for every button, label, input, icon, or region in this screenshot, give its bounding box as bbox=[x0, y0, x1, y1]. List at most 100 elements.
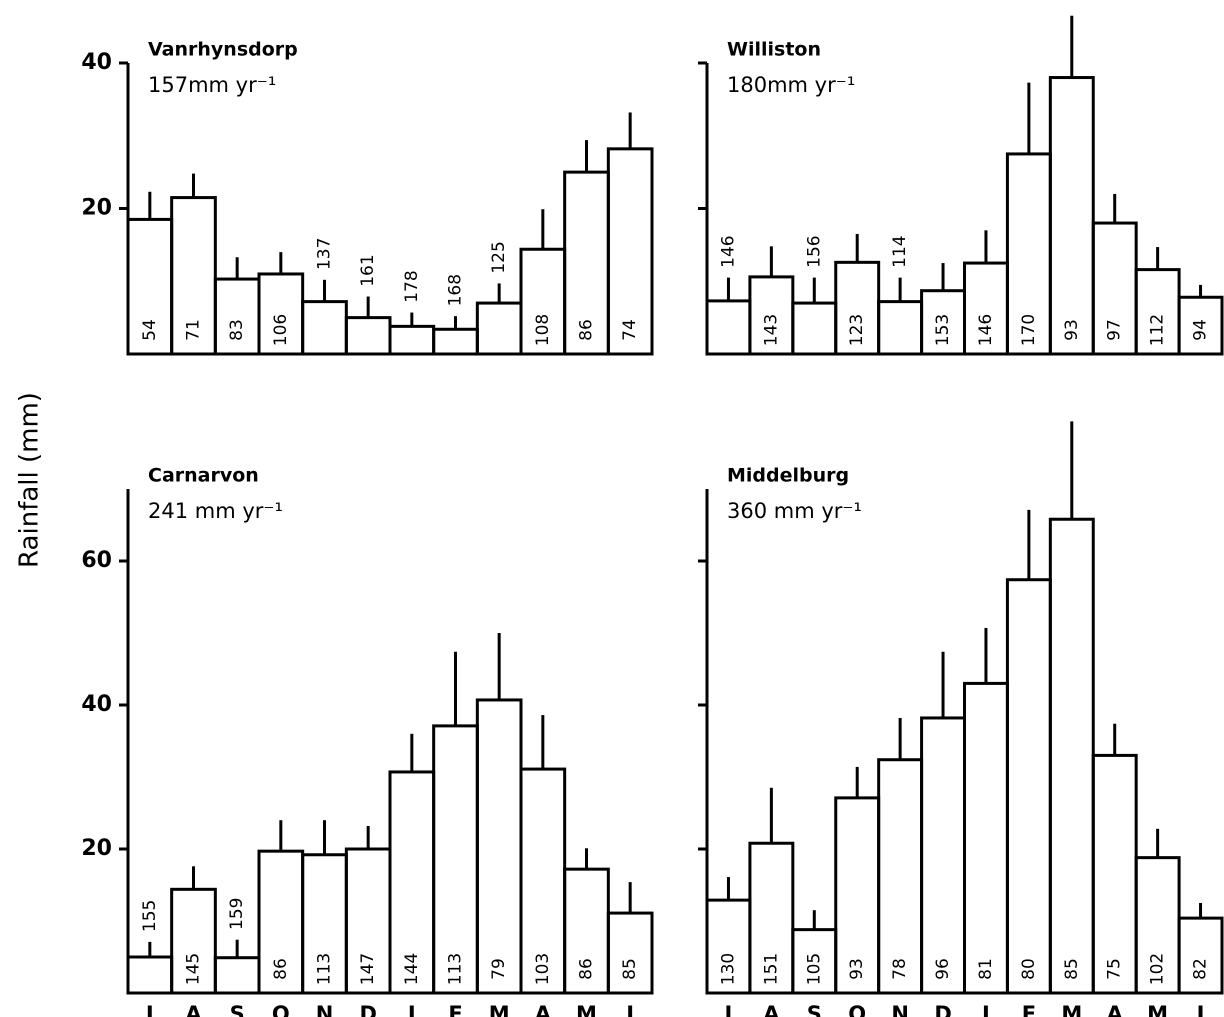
x-tick-label: J bbox=[406, 1002, 416, 1017]
bar-label: 82 bbox=[1191, 958, 1211, 980]
bar-label: 106 bbox=[271, 314, 291, 346]
bar bbox=[791, 301, 838, 356]
x-tick-label: F bbox=[448, 1002, 462, 1017]
bar-label: 146 bbox=[718, 235, 738, 267]
bar-label: 96 bbox=[933, 958, 953, 980]
panel-title: Middelburg bbox=[727, 465, 849, 487]
bar-label: 113 bbox=[315, 953, 335, 985]
bar bbox=[705, 299, 752, 356]
panel-title: Williston bbox=[727, 39, 821, 61]
bar-label: 137 bbox=[315, 238, 335, 270]
bar-label: 130 bbox=[718, 953, 738, 985]
bar-label: 146 bbox=[976, 314, 996, 346]
bar-label: 113 bbox=[446, 953, 466, 985]
y-tick-label: 40 bbox=[81, 692, 112, 717]
x-tick-label: F bbox=[1022, 1002, 1036, 1017]
x-tick-label: J bbox=[144, 1002, 154, 1017]
x-tick-label: N bbox=[891, 1002, 909, 1017]
bar-label: 102 bbox=[1148, 953, 1168, 985]
bar-label: 112 bbox=[1148, 314, 1168, 346]
panel-title: Carnarvon bbox=[148, 465, 259, 487]
bar-label: 159 bbox=[227, 897, 247, 929]
bar-label: 114 bbox=[890, 235, 910, 267]
bar bbox=[877, 300, 924, 356]
bar-label: 153 bbox=[933, 314, 953, 346]
bar-label: 94 bbox=[1191, 319, 1211, 341]
bar bbox=[301, 300, 348, 356]
bar bbox=[475, 698, 523, 995]
bar-label: 75 bbox=[1105, 958, 1125, 980]
x-tick-label: D bbox=[934, 1002, 951, 1017]
x-tick-label: A bbox=[763, 1002, 780, 1017]
panel-subtitle: 157mm yr⁻¹ bbox=[148, 73, 276, 97]
bar-label: 168 bbox=[446, 274, 466, 306]
bar-label: 78 bbox=[890, 958, 910, 980]
bar-label: 83 bbox=[227, 319, 247, 341]
panel-title: Vanrhynsdorp bbox=[148, 39, 298, 61]
y-tick-label: 20 bbox=[81, 196, 112, 221]
y-tick-label: 60 bbox=[81, 548, 112, 573]
bar bbox=[388, 324, 436, 356]
bar-label: 170 bbox=[1019, 314, 1039, 346]
x-tick-label: N bbox=[316, 1002, 334, 1017]
x-tick-label: M bbox=[489, 1002, 510, 1017]
x-tick-label: O bbox=[848, 1002, 866, 1017]
x-tick-label: M bbox=[1061, 1002, 1082, 1017]
bar bbox=[963, 681, 1009, 995]
bar-label: 86 bbox=[577, 958, 597, 980]
x-tick-label: S bbox=[807, 1002, 822, 1017]
bar bbox=[877, 758, 924, 995]
bar-label: 93 bbox=[847, 958, 867, 980]
panel-subtitle: 180mm yr⁻¹ bbox=[727, 73, 855, 97]
x-tick-label: A bbox=[185, 1002, 202, 1017]
bar-label: 86 bbox=[271, 958, 291, 980]
bar bbox=[920, 716, 966, 995]
panel-subtitle: 360 mm yr⁻¹ bbox=[727, 499, 862, 523]
x-tick-label: O bbox=[272, 1002, 290, 1017]
y-tick-label: 40 bbox=[81, 50, 112, 75]
bar-label: 85 bbox=[620, 958, 640, 980]
bar bbox=[1005, 578, 1052, 995]
bar-label: 81 bbox=[976, 958, 996, 980]
bar-label: 151 bbox=[761, 953, 781, 985]
bar-label: 108 bbox=[533, 314, 553, 346]
bar bbox=[432, 327, 479, 356]
bar bbox=[344, 316, 392, 356]
bar-label: 144 bbox=[402, 953, 422, 985]
bar bbox=[126, 955, 174, 995]
bar-label: 71 bbox=[184, 319, 204, 341]
x-tick-label: J bbox=[980, 1002, 990, 1017]
bar bbox=[1177, 916, 1224, 995]
bar bbox=[1048, 517, 1095, 995]
bar bbox=[213, 277, 261, 356]
x-tick-label: J bbox=[624, 1002, 634, 1017]
bar-label: 80 bbox=[1019, 958, 1039, 980]
bar-label: 93 bbox=[1062, 319, 1082, 341]
x-tick-label: M bbox=[1147, 1002, 1168, 1017]
bar-label: 155 bbox=[140, 900, 160, 932]
bar bbox=[475, 301, 523, 356]
bar-label: 54 bbox=[140, 319, 160, 341]
x-tick-label: A bbox=[535, 1002, 552, 1017]
bar-label: 178 bbox=[402, 270, 422, 302]
bar-label: 85 bbox=[1062, 958, 1082, 980]
bar-label: 86 bbox=[577, 319, 597, 341]
bar-label: 105 bbox=[804, 953, 824, 985]
bar bbox=[606, 911, 654, 995]
x-tick-label: A bbox=[1107, 1002, 1124, 1017]
bar-label: 97 bbox=[1105, 319, 1125, 341]
bar-label: 143 bbox=[761, 314, 781, 346]
bar-label: 125 bbox=[489, 241, 509, 273]
bar bbox=[1048, 76, 1095, 356]
x-tick-label: S bbox=[230, 1002, 245, 1017]
bar-label: 156 bbox=[804, 235, 824, 267]
x-tick-label: M bbox=[576, 1002, 597, 1017]
y-axis-label: Rainfall (mm) bbox=[15, 392, 45, 568]
y-tick-label: 20 bbox=[81, 836, 112, 861]
panel-subtitle: 241 mm yr⁻¹ bbox=[148, 499, 283, 523]
x-tick-label: D bbox=[359, 1002, 376, 1017]
bar-label: 161 bbox=[358, 254, 378, 286]
x-tick-label: J bbox=[1195, 1002, 1205, 1017]
bar-label: 79 bbox=[489, 958, 509, 980]
